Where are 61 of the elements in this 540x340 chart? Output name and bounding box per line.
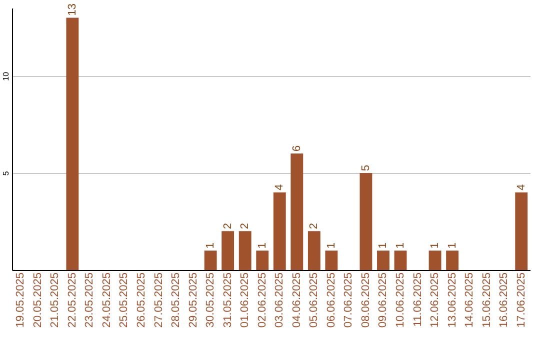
x-tick-label: 11.06.2025 [412,272,424,327]
bar [325,250,338,270]
data-label: 2 [239,223,252,230]
data-label: 1 [204,242,217,249]
bar [446,250,459,270]
x-tick-label: 28.05.2025 [170,272,182,328]
bar [238,231,252,270]
x-tick-label: 27.05.2025 [152,272,165,328]
data-label: 1 [377,242,390,249]
bar [515,192,528,270]
data-label: 1 [325,242,338,249]
data-label: 1 [394,242,406,249]
bar [377,250,390,270]
x-tick-label: 29.05.2025 [187,272,200,328]
x-tick-label: 15.06.2025 [480,272,493,328]
data-label: 5 [360,164,372,171]
x-tick-label: 23.05.2025 [84,272,96,328]
data-label: 2 [308,223,320,230]
x-tick-label: 10.06.2025 [394,272,406,328]
y-tick-label: 10 [2,71,10,81]
x-tick-label: 26.05.2025 [136,272,148,328]
x-tick-label: 02.06.2025 [256,272,268,328]
x-tick-label: 24.05.2025 [100,272,113,328]
data-label: 1 [446,242,458,249]
x-tick-label: 20.05.2025 [32,272,44,328]
x-tick-label: 09.06.2025 [377,272,390,328]
x-tick-label: 08.06.2025 [360,272,372,328]
data-label: 2 [222,223,234,230]
bar [222,231,234,270]
bar [204,250,217,270]
data-label: 13 [66,3,78,16]
x-tick-label: 22.05.2025 [66,272,78,328]
x-tick-label: 19.05.2025 [14,272,27,328]
bar [428,250,442,270]
x-tick-label: 30.05.2025 [204,272,217,328]
bar [394,250,407,270]
data-label: 1 [256,242,268,249]
x-tick-label: 16.06.2025 [498,272,510,328]
x-tick-label: 13.06.2025 [446,272,458,328]
bar [66,18,79,270]
x-tick-label: 21.05.2025 [49,272,62,328]
bar [308,231,320,270]
data-label: 4 [515,184,528,190]
data-label: 4 [274,184,286,190]
x-tick-label: 05.06.2025 [308,272,320,328]
x-tick-label: 31.05.2025 [222,272,234,328]
bar [256,250,269,270]
data-label: 6 [290,145,303,152]
bar [360,172,372,270]
x-tick-label: 14.06.2025 [464,272,476,328]
x-tick-label: 25.05.2025 [118,272,130,328]
x-tick-label: 17.06.2025 [515,272,528,328]
bar [290,154,304,270]
x-tick-label: 04.06.2025 [290,272,303,328]
x-tick-label: 07.06.2025 [342,272,355,328]
x-tick-label: 01.06.2025 [239,272,252,328]
x-tick-label: 06.06.2025 [325,272,338,328]
data-label: 1 [429,242,442,249]
x-tick-label: 12.06.2025 [429,272,442,328]
x-tick-label: 03.06.2025 [274,272,286,328]
bar [273,192,286,270]
